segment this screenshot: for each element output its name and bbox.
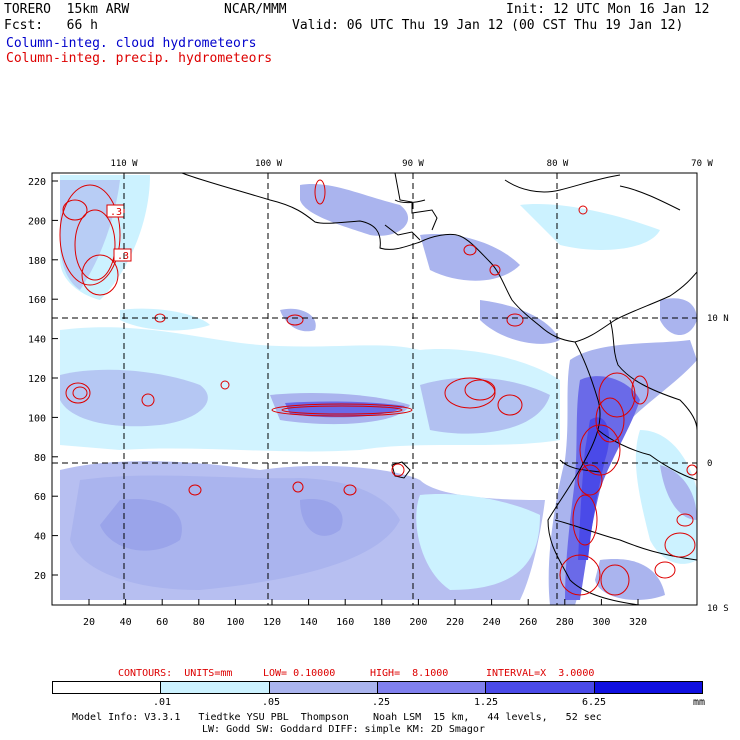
contour-box-1 xyxy=(106,204,125,218)
colorbar-segment xyxy=(53,682,161,693)
model-info: Model Info: V3.3.1 Tiedtke YSU PBL Thomp… xyxy=(72,712,602,723)
org-title: NCAR/MMM xyxy=(224,2,287,17)
x-tick-label: 260 xyxy=(519,617,537,628)
x-tick-label: 20 xyxy=(83,617,95,628)
map-frame xyxy=(51,172,698,606)
colorbar-label-4: 1.25 xyxy=(474,697,499,708)
graticule xyxy=(52,173,697,605)
x-tick-label: 300 xyxy=(592,617,610,628)
longitude-label: 70 W xyxy=(691,159,713,169)
contour-high: HIGH= 8.1000 xyxy=(370,668,449,679)
y-tick-label: 100 xyxy=(28,413,46,424)
x-tick-label: 60 xyxy=(156,617,168,628)
x-tick-label: 200 xyxy=(409,617,427,628)
colorbar-label-3: .25 xyxy=(372,697,391,708)
contour-box-2 xyxy=(113,248,132,262)
y-tick-label: 60 xyxy=(34,492,46,503)
colorbar-segment xyxy=(593,682,702,693)
field-precip-label: Column-integ. precip. hydrometeors xyxy=(6,51,273,66)
longitude-label: 80 W xyxy=(547,159,569,169)
x-tick-label: 320 xyxy=(629,617,647,628)
y-tick-label: 20 xyxy=(34,571,46,582)
colorbar-label-1: .01 xyxy=(153,697,172,708)
colorbar-segment xyxy=(160,682,269,693)
y-axis: 220 200 180 160 140 120 100 80 60 40 20 xyxy=(28,177,58,582)
colorbar-segment xyxy=(376,682,486,693)
x-axis: 20 40 60 80 100 120 140 160 180 200 220 240 260 280 30… xyxy=(83,599,647,628)
x-tick-label: 40 xyxy=(120,617,132,628)
y-tick-label: 80 xyxy=(34,453,46,464)
latitude-label: 0 xyxy=(707,459,712,469)
y-tick-label: 120 xyxy=(28,374,46,385)
valid-time: Valid: 06 UTC Thu 19 Jan 12 (00 CST Thu … xyxy=(292,18,684,33)
x-tick-label: 180 xyxy=(373,617,391,628)
y-tick-label: 40 xyxy=(34,532,46,543)
colorbar xyxy=(52,681,703,694)
precip-contours xyxy=(59,179,697,596)
x-tick-label: 220 xyxy=(446,617,464,628)
latitude-labels: 10 N 0 10 S xyxy=(707,314,729,614)
x-tick-label: 120 xyxy=(263,617,281,628)
colorbar-label-2: .05 xyxy=(262,697,281,708)
colorbar-unit: mm xyxy=(693,697,706,708)
longitude-label: 100 W xyxy=(255,159,283,169)
x-tick-label: 240 xyxy=(483,617,501,628)
y-tick-label: 220 xyxy=(28,177,46,188)
colorbar-segment xyxy=(268,682,377,693)
x-tick-label: 160 xyxy=(336,617,354,628)
contour-interval: INTERVAL=X 3.0000 xyxy=(486,668,595,679)
field-cloud-label: Column-integ. cloud hydrometeors xyxy=(6,36,257,51)
coastlines xyxy=(181,173,697,605)
colorbar-segment xyxy=(485,682,594,693)
colorbar-label-5: 6.25 xyxy=(582,697,607,708)
longitude-labels: 110 W 100 W 90 W 80 W 70 W xyxy=(110,159,713,169)
latitude-label: 10 N xyxy=(707,314,729,324)
longitude-label: 90 W xyxy=(402,159,424,169)
init-time: Init: 12 UTC Mon 16 Jan 12 xyxy=(506,2,710,17)
y-tick-label: 200 xyxy=(28,216,46,227)
cloud-shading xyxy=(60,175,697,605)
y-tick-label: 140 xyxy=(28,335,46,346)
x-tick-label: 280 xyxy=(556,617,574,628)
contour-low: LOW= 0.10000 xyxy=(263,668,336,679)
x-tick-label: 100 xyxy=(226,617,244,628)
x-tick-label: 80 xyxy=(193,617,205,628)
forecast-hour: Fcst: 66 h xyxy=(4,18,98,33)
y-tick-label: 160 xyxy=(28,295,46,306)
model-physics: LW: Godd SW: Goddard DIFF: simple KM: 2D… xyxy=(202,724,485,735)
contour-box-label-1: .3 xyxy=(110,207,122,218)
model-title: TORERO 15km ARW xyxy=(4,2,130,17)
latitude-label: 10 S xyxy=(707,604,729,614)
y-tick-label: 180 xyxy=(28,256,46,267)
contour-box-label-2: .3 xyxy=(117,251,129,262)
x-tick-label: 140 xyxy=(300,617,318,628)
longitude-label: 110 W xyxy=(110,159,138,169)
contour-units: CONTOURS: UNITS=mm xyxy=(118,668,233,679)
